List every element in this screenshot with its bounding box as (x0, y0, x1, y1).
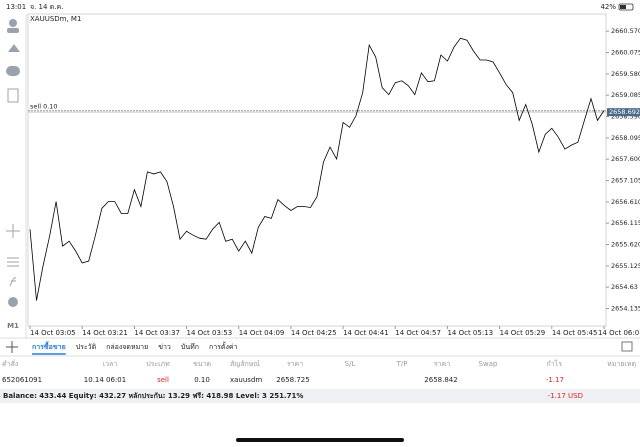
column-header: ประเภท (146, 360, 170, 368)
status-battery: 42% (600, 3, 616, 11)
y-tick-label: 2659.580 (611, 70, 640, 78)
balance-profit: -1.17 USD (548, 392, 583, 400)
chat-icon[interactable] (6, 66, 20, 76)
column-header: ราคา (434, 360, 450, 368)
y-tick-label: 2660.570 (611, 27, 640, 35)
status-date: จ. 14 ต.ค. (30, 3, 63, 11)
x-tick-label: 14 Oct 04:41 (343, 329, 389, 337)
x-tick-label: 14 Oct 06:01 (598, 329, 640, 337)
cell-type: sell (157, 376, 169, 384)
y-tick-label: 2660.075 (611, 49, 640, 57)
x-tick-label: 14 Oct 04:09 (239, 329, 285, 337)
trade-icon[interactable] (8, 44, 20, 52)
cell-time: 10.14 06:01 (84, 376, 126, 384)
y-tick-label: 2654.135 (611, 305, 640, 313)
y-tick-label: 2658.095 (611, 134, 640, 142)
tab[interactable]: ประวัติ (76, 343, 97, 351)
column-header: T/P (396, 360, 408, 368)
column-header: ขนาด (193, 360, 211, 368)
x-tick-label: 14 Oct 04:25 (291, 329, 337, 337)
column-header: กำไร (547, 359, 563, 368)
balance-bar (0, 389, 640, 403)
battery-icon (618, 3, 634, 11)
x-tick-label: 14 Oct 05:13 (447, 329, 493, 337)
battery-level (620, 5, 626, 9)
y-tick-label: 2659.085 (611, 91, 640, 99)
account-icon[interactable] (9, 19, 17, 27)
tab[interactable]: การซื้อขาย (32, 340, 66, 351)
tab[interactable]: กล่องจดหมาย (106, 343, 148, 351)
cell-profit: -1.17 (546, 376, 564, 384)
column-header: S/L (345, 360, 356, 368)
price-tag-label: 2658.692 (609, 108, 640, 116)
y-tick-label: 2656.610 (611, 198, 640, 206)
status-time: 13:01 (6, 3, 26, 11)
y-tick-label: 2655.125 (611, 262, 640, 270)
timeframe[interactable]: M1 (7, 322, 19, 330)
price-tag (607, 108, 640, 117)
column-header: เวลา (103, 360, 118, 368)
objects-icon[interactable] (8, 297, 18, 307)
cell-volume: 0.10 (194, 376, 210, 384)
toolbar: M1 (6, 14, 27, 338)
price-line-series (29, 37, 605, 301)
y-tick-label: 2657.105 (611, 177, 640, 185)
symbol: XAUUSDm, M1 (30, 15, 81, 23)
account-icon-body (7, 28, 19, 33)
x-tick-label: 14 Oct 05:29 (500, 329, 546, 337)
balance-text: Balance: 433.44 Equity: 432.27 หลักประกั… (3, 392, 303, 400)
order-label: sell 0.10 (30, 103, 58, 111)
cell-symbol: xauusdm (230, 376, 262, 384)
y-tick-label: 2657.600 (611, 155, 640, 163)
column-header: หมายเหตุ (607, 360, 636, 368)
cell-current-price: 2658.842 (424, 376, 457, 384)
chart-frame (27, 13, 607, 327)
cell-order: 652061091 (2, 376, 42, 384)
new-order-icon[interactable] (7, 88, 19, 103)
chart: 2660.570 2660.075 2659.580 2659.085 2658.590… (28, 27, 640, 337)
cell-price: 2658.725 (276, 376, 309, 384)
crosshair-icon[interactable] (6, 224, 20, 238)
y-tick-label: 2654.63 (611, 283, 638, 291)
column-header: สัญลักษณ์ (230, 360, 260, 368)
home-indicator (236, 438, 404, 442)
expand-button[interactable] (621, 341, 633, 352)
y-tick-label: 2658.590 (611, 113, 640, 121)
add-button[interactable] (6, 341, 18, 353)
column-header: คำสั่ง (2, 359, 18, 368)
y-tick-label: 2655.620 (611, 241, 640, 249)
tab[interactable]: ข่าว (158, 343, 171, 351)
x-tick-label: 14 Oct 05:45 (552, 329, 598, 337)
x-tick-label: 14 Oct 03:05 (30, 329, 76, 337)
column-header: ราคา (287, 360, 303, 368)
tab[interactable]: การตั้งค่า (209, 340, 238, 351)
x-tick-label: 14 Oct 03:37 (134, 329, 180, 337)
column-header: Swap (479, 360, 498, 368)
tabs: การซื้อขาย ประวัติ กล่องจดหมาย ข่าว บันทึก กา… (32, 340, 238, 355)
tab[interactable]: บันทึก (181, 342, 199, 351)
positions-table: คำสั่ง เวลา ประเภท ขนาด สัญลักษณ์ ราคา S/L T/P ร… (2, 359, 636, 384)
x-tick-label: 14 Oct 04:57 (395, 329, 441, 337)
x-tick-label: 14 Oct 03:21 (82, 329, 128, 337)
function-icon[interactable] (9, 277, 17, 287)
y-tick-label: 2656.115 (611, 219, 640, 227)
x-tick-label: 14 Oct 03:53 (187, 329, 233, 337)
indicators-icon[interactable] (7, 257, 19, 267)
